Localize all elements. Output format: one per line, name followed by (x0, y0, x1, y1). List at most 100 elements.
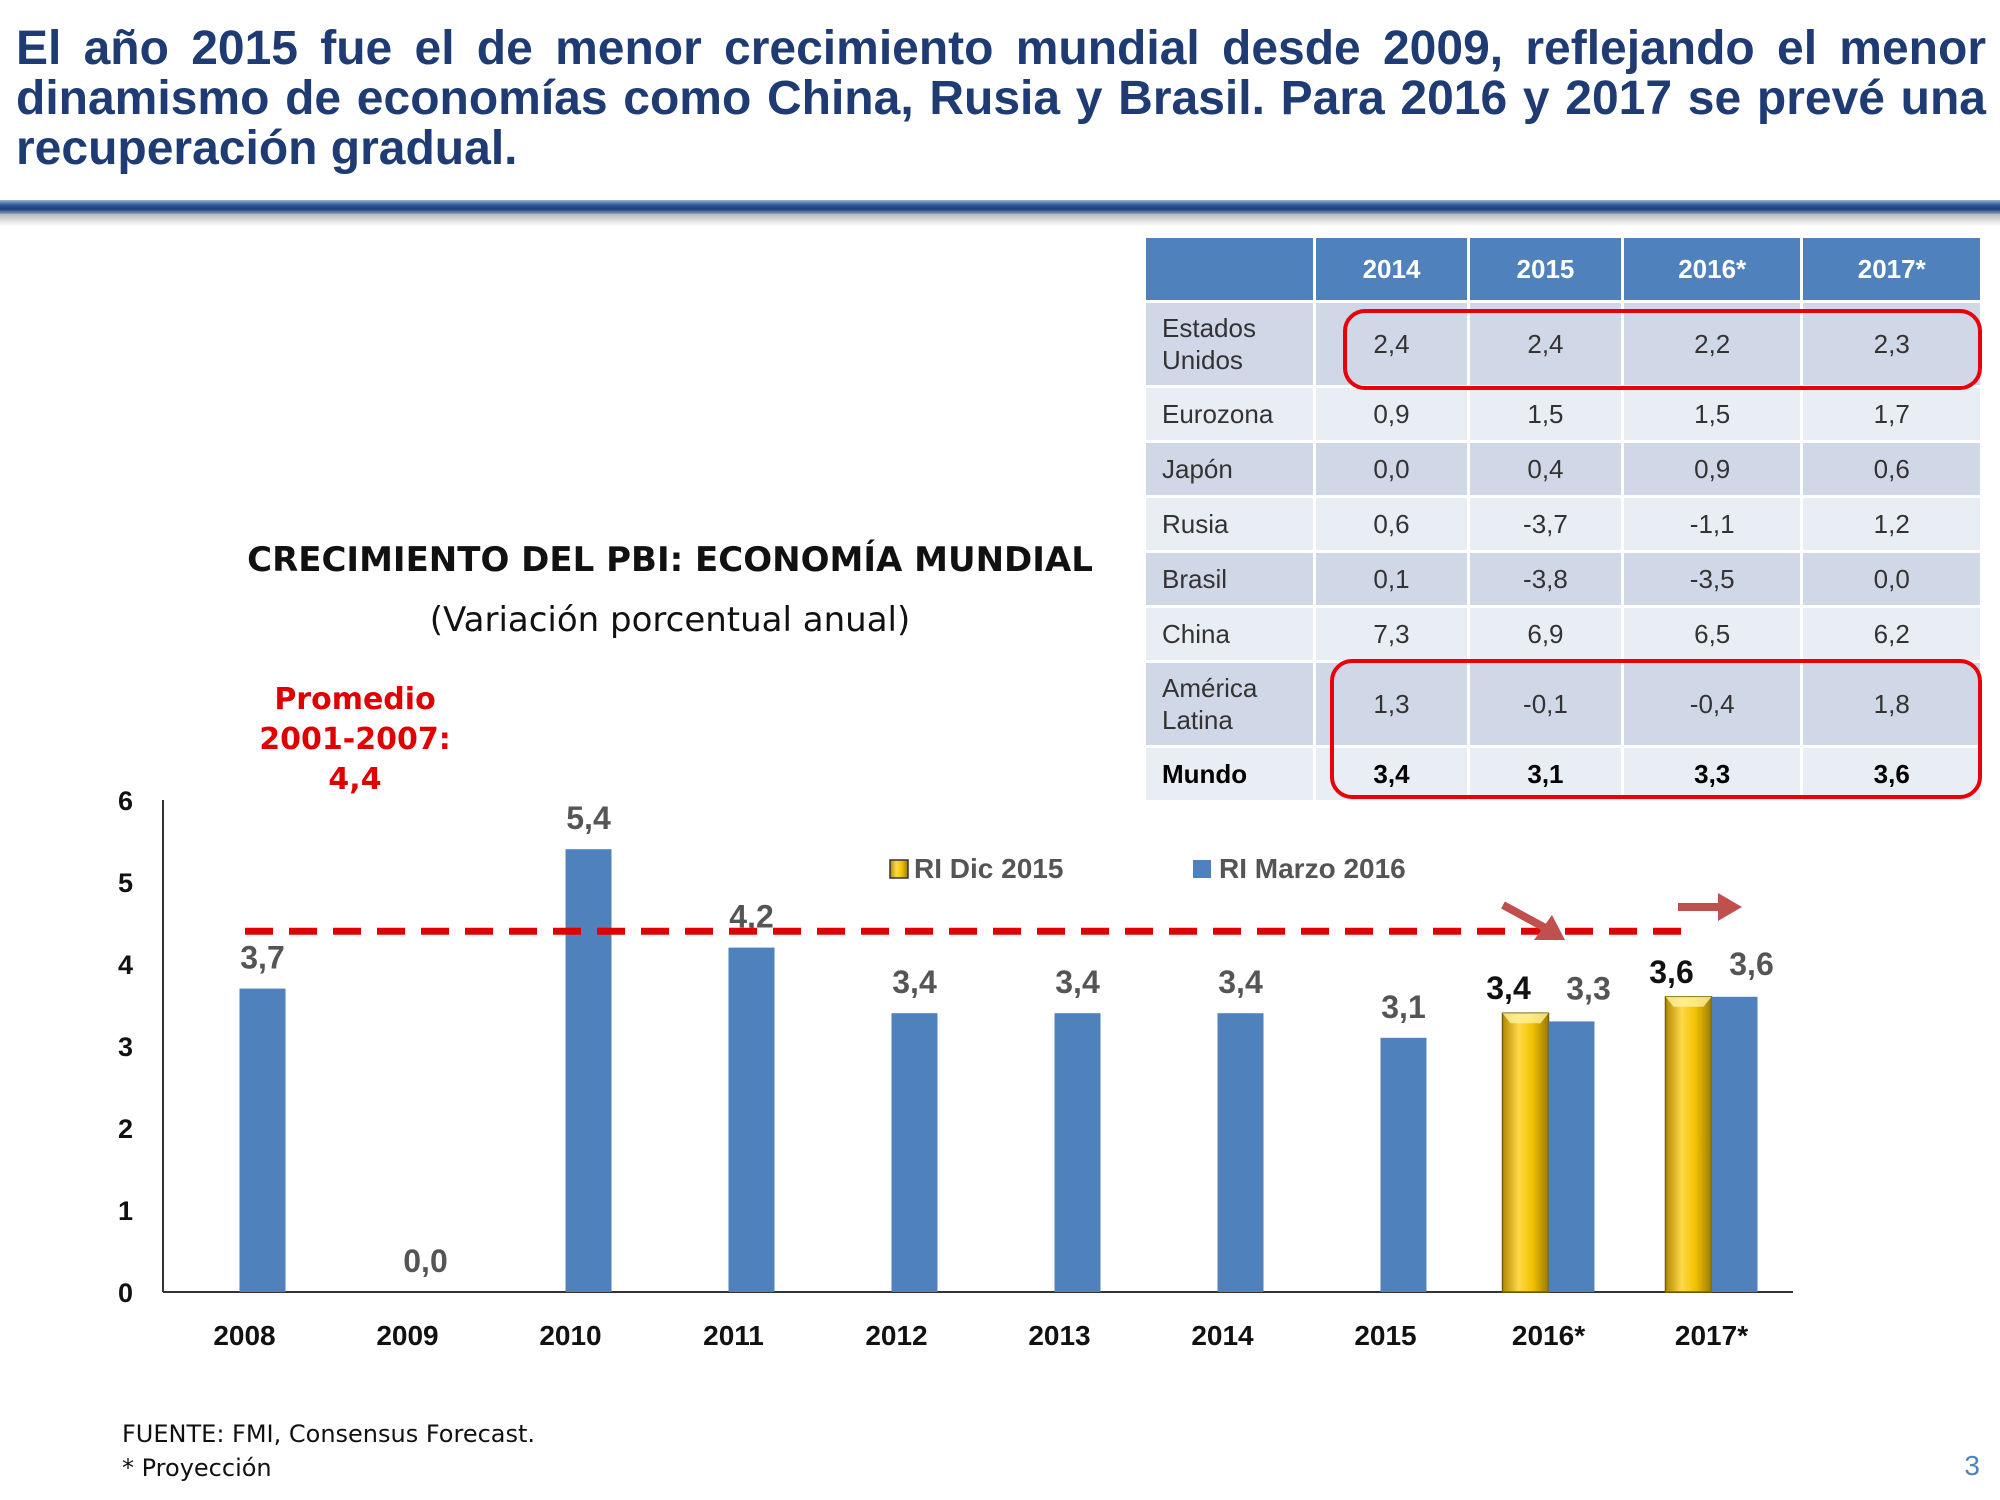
table-cell: -1,1 (1623, 498, 1801, 550)
table-cell-country: América Latina (1146, 663, 1313, 745)
table-cell: 0,0 (1316, 443, 1467, 495)
bar-ri-marzo-2016 (728, 947, 775, 1292)
table-header-cell (1146, 238, 1313, 300)
table-cell: 6,2 (1803, 608, 1980, 660)
table-header-row: 2014 2015 2016* 2017* (1146, 238, 1980, 300)
table-cell: 1,5 (1623, 388, 1801, 440)
table-row: Brasil 0,1 -3,8 -3,5 0,0 (1146, 553, 1980, 605)
table-cell-country: Rusia (1146, 498, 1313, 550)
average-label-line: 2001-2007: (259, 722, 451, 757)
table-cell: 0,4 (1469, 443, 1621, 495)
data-label-ri-marzo-2016: 0,0 (403, 1243, 447, 1279)
data-label-ri-marzo-2016: 3,3 (1566, 970, 1610, 1006)
average-label-line: Promedio (274, 682, 436, 717)
table-cell: 0,1 (1316, 553, 1467, 605)
chart-axes: 0 1 2 3 4 5 6 2008 2009 2010 2011 2012 2013 2014 2015 2… (118, 786, 1793, 1351)
arrow-right-icon (1678, 893, 1742, 921)
table-cell: 1,2 (1803, 498, 1980, 550)
x-tick-label: 2017* (1675, 1320, 1748, 1351)
table-cell: 0,6 (1803, 443, 1980, 495)
table-cell: 3,1 (1469, 748, 1621, 800)
table-cell-country: Eurozona (1146, 388, 1313, 440)
bar-bevel (1502, 1013, 1549, 1024)
header-divider-bar (0, 200, 2000, 214)
table-cell-country: Japón (1146, 443, 1313, 495)
table-cell: 0,6 (1316, 498, 1467, 550)
bar-ri-marzo-2016 (565, 849, 612, 1292)
table-row: Japón 0,0 0,4 0,9 0,6 (1146, 443, 1980, 495)
data-label-ri-dic-2015: 3,6 (1649, 954, 1693, 990)
legend-label-ri-dic-2015: RI Dic 2015 (914, 853, 1063, 884)
y-tick-label: 2 (118, 1114, 133, 1144)
y-tick-label: 6 (118, 786, 133, 816)
table-cell: -0,1 (1469, 663, 1621, 745)
y-tick-label: 1 (118, 1196, 133, 1226)
y-tick-label: 0 (118, 1278, 133, 1308)
bar-ri-marzo-2016 (1217, 1013, 1264, 1292)
table-cell: 6,5 (1623, 608, 1801, 660)
table-cell-country: China (1146, 608, 1313, 660)
table-header-cell: 2014 (1316, 238, 1467, 300)
bar-ri-marzo-2016 (1054, 1013, 1101, 1292)
table-cell-country: Estados Unidos (1146, 303, 1313, 385)
table-header-cell: 2016* (1623, 238, 1801, 300)
table-cell: 1,8 (1803, 663, 1980, 745)
data-label-ri-marzo-2016: 5,4 (566, 800, 611, 836)
x-tick-label: 2009 (376, 1320, 438, 1351)
data-label-ri-marzo-2016: 3,4 (1218, 964, 1263, 1000)
table-cell: 7,3 (1316, 608, 1467, 660)
data-label-ri-marzo-2016: 3,4 (892, 964, 937, 1000)
data-label-ri-marzo-2016: 3,6 (1729, 946, 1773, 982)
page-number: 3 (1964, 1450, 1980, 1481)
x-tick-label: 2008 (213, 1320, 275, 1351)
table-cell: -0,4 (1623, 663, 1801, 745)
table-cell: 0,0 (1803, 553, 1980, 605)
data-label-ri-marzo-2016: 3,4 (1055, 964, 1100, 1000)
bar-ri-dic-2015 (1501, 1012, 1550, 1293)
arrow-down-right-icon (1501, 901, 1565, 940)
table-cell: 0,9 (1316, 388, 1467, 440)
bar-ri-marzo-2016 (1548, 1021, 1595, 1292)
table-cell-country: Mundo (1146, 748, 1313, 800)
table-cell: 1,7 (1803, 388, 1980, 440)
header-divider-shadow (0, 214, 2000, 226)
data-label-ri-marzo-2016: 3,1 (1381, 989, 1425, 1025)
average-line-label: Promedio 2001-2007: 4,4 (220, 680, 490, 800)
average-label-line: 4,4 (328, 762, 382, 797)
table-cell: 2,4 (1469, 303, 1621, 385)
table-cell: 3,3 (1623, 748, 1801, 800)
table-row: Mundo 3,4 3,1 3,3 3,6 (1146, 748, 1980, 800)
table-header-cell: 2017* (1803, 238, 1980, 300)
headline: El año 2015 fue el de menor crecimiento … (16, 22, 1986, 175)
chart-bars: 3,7 0,0 5,4 4,2 3,4 3,4 3,4 3,1 3,4 3,3 3,6 3,6 (239, 800, 1774, 1293)
table-cell: 1,5 (1469, 388, 1621, 440)
x-tick-label: 2015 (1354, 1320, 1416, 1351)
bar-ri-dic-2015 (1664, 996, 1713, 1293)
x-tick-label: 2014 (1191, 1320, 1254, 1351)
table-row: China 7,3 6,9 6,5 6,2 (1146, 608, 1980, 660)
table-cell: 0,9 (1623, 443, 1801, 495)
bar-ri-marzo-2016 (891, 1013, 938, 1292)
table-row: América Latina 1,3 -0,1 -0,4 1,8 (1146, 663, 1980, 745)
table-row: Estados Unidos 2,4 2,4 2,2 2,3 (1146, 303, 1980, 385)
projection-note: * Proyección (122, 1454, 272, 1482)
table-cell-country: Brasil (1146, 553, 1313, 605)
table-cell: -3,8 (1469, 553, 1621, 605)
chart-subtitle: (Variación porcentual anual) (429, 600, 911, 640)
x-tick-label: 2013 (1028, 1320, 1090, 1351)
x-tick-label: 2012 (865, 1320, 927, 1351)
y-tick-label: 3 (118, 1032, 133, 1062)
table-cell: -3,7 (1469, 498, 1621, 550)
source-note: FUENTE: FMI, Consensus Forecast. (122, 1420, 536, 1448)
table-row: Eurozona 0,9 1,5 1,5 1,7 (1146, 388, 1980, 440)
chart-legend: RI Dic 2015 RI Marzo 2016 (889, 853, 1406, 884)
data-label-ri-dic-2015: 3,4 (1486, 970, 1531, 1006)
data-label-ri-marzo-2016: 3,7 (240, 940, 284, 976)
data-label-ri-marzo-2016: 4,2 (729, 899, 773, 935)
table-cell: 3,6 (1803, 748, 1980, 800)
table-cell: 1,3 (1316, 663, 1467, 745)
gdp-table: 2014 2015 2016* 2017* Estados Unidos 2,4… (1143, 235, 1983, 803)
legend-swatch-ri-dic-2015 (889, 859, 909, 879)
table-cell: -3,5 (1623, 553, 1801, 605)
table-cell: 6,9 (1469, 608, 1621, 660)
